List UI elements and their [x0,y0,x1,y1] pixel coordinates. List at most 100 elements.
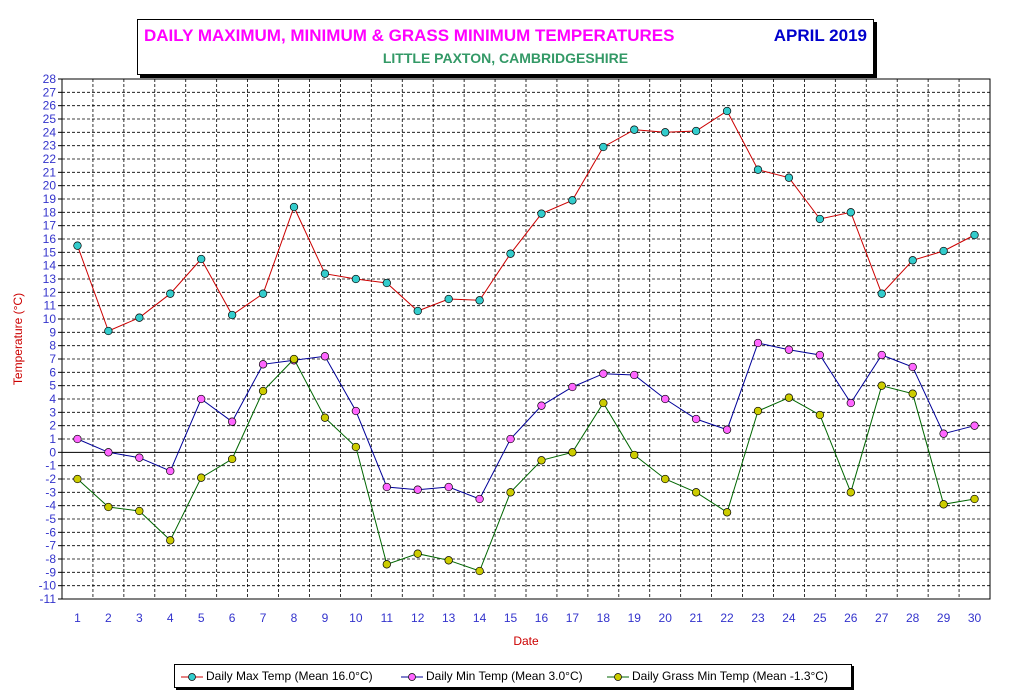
data-point-0 [413,306,422,316]
x-tick-label: 11 [381,611,394,625]
legend-grass-label: Daily Grass Min Temp (Mean -1.3°C) [632,669,828,683]
data-point-0 [320,269,330,278]
plot-border [61,78,991,600]
x-tick-label: 30 [968,611,982,625]
x-tick-label: 5 [198,611,205,625]
x-tick-label: 7 [260,611,267,625]
data-point-1 [815,350,825,360]
x-tick-label: 24 [782,611,796,625]
data-point-2 [289,354,299,364]
y-tick-label: 7 [49,352,56,366]
x-tick-label: 27 [875,611,889,625]
data-point-2 [320,413,330,422]
y-tick-label: -11 [40,592,57,606]
data-point-0 [970,230,979,240]
data-point-2 [691,488,701,497]
x-tick-label: 12 [411,611,425,625]
data-point-0 [166,289,175,298]
data-point-0 [877,289,886,298]
x-tick-label: 18 [597,611,611,625]
y-tick-label: 21 [43,165,57,179]
y-tick-label: 24 [43,125,57,139]
data-point-2 [413,549,422,558]
data-point-0 [630,125,639,134]
y-tick-label: -8 [45,552,56,566]
y-tick-label: -4 [45,499,56,513]
x-tick-label: 16 [535,611,549,625]
data-point-2 [537,456,546,465]
data-point-2 [506,488,515,497]
legend-min-label: Daily Min Temp (Mean 3.0°C) [426,669,583,683]
y-tick-label: 22 [43,152,57,166]
y-tick-label: 12 [43,285,57,299]
data-point-1 [444,482,453,492]
x-tick-label: 26 [844,611,858,625]
data-point-0 [135,313,144,322]
y-tick-label: 6 [49,365,56,379]
series-line-1 [77,342,975,500]
y-tick-label: 28 [43,72,57,86]
x-tick-label: 6 [229,611,236,625]
y-tick-label: 26 [43,99,57,113]
x-tick-label: 29 [937,611,951,625]
y-tick-label: -10 [39,579,57,593]
y-tick-label: 18 [43,205,57,219]
data-point-2 [877,381,886,390]
data-point-2 [568,448,577,457]
x-axis-label: Date [513,634,539,648]
data-point-0 [599,142,608,152]
data-point-1 [877,350,886,360]
legend-item-grass: Daily Grass Min Temp (Mean -1.3°C) [607,669,828,683]
data-point-0 [815,214,825,224]
data-point-1 [846,398,855,408]
x-tick-label: 15 [504,611,518,625]
y-tick-label: 3 [49,405,56,419]
data-point-0 [258,289,268,298]
data-point-1 [537,401,546,410]
y-tick-label: 0 [49,445,56,459]
x-tick-label: 2 [105,611,112,625]
y-tick-label: 13 [43,272,57,286]
data-point-1 [599,369,608,378]
data-point-0 [444,294,453,304]
data-point-1 [258,360,268,369]
data-point-2 [351,442,361,452]
data-point-0 [351,274,361,284]
data-point-2 [166,536,175,545]
legend-item-min: Daily Min Temp (Mean 3.0°C) [401,669,583,683]
y-tick-label: 14 [43,259,57,273]
data-point-1 [753,338,763,348]
data-point-0 [506,249,515,258]
x-tick-label: 17 [566,611,580,625]
data-point-0 [227,310,237,320]
x-tick-label: 25 [813,611,827,625]
data-point-2 [630,450,639,460]
data-point-1 [691,414,701,424]
chart-title-box: DAILY MAXIMUM, MINIMUM & GRASS MINIMUM T… [137,19,874,75]
x-tick-label: 1 [74,611,81,625]
data-point-0 [939,246,948,256]
data-point-2 [970,494,979,504]
legend-max-label: Daily Max Temp (Mean 16.0°C) [206,669,373,683]
data-point-1 [722,425,732,434]
x-tick-label: 22 [720,611,734,625]
data-point-1 [908,362,917,372]
y-tick-label: 16 [43,232,57,246]
x-tick-label: 28 [906,611,920,625]
y-tick-label: 19 [43,192,57,206]
data-point-0 [104,326,113,336]
data-point-2 [382,560,391,569]
y-tick-label: -2 [45,472,56,486]
legend-max-marker-icon [181,672,203,681]
series-line-2 [77,358,975,572]
chart-legend: Daily Max Temp (Mean 16.0°C) Daily Min T… [174,664,852,688]
data-point-1 [104,448,113,457]
x-tick-label: 21 [689,611,703,625]
data-point-0 [289,202,299,212]
y-tick-label: 9 [49,325,56,339]
data-point-1 [413,485,422,494]
data-point-1 [351,406,361,416]
data-point-1 [475,494,484,504]
y-tick-label: 15 [43,245,57,259]
